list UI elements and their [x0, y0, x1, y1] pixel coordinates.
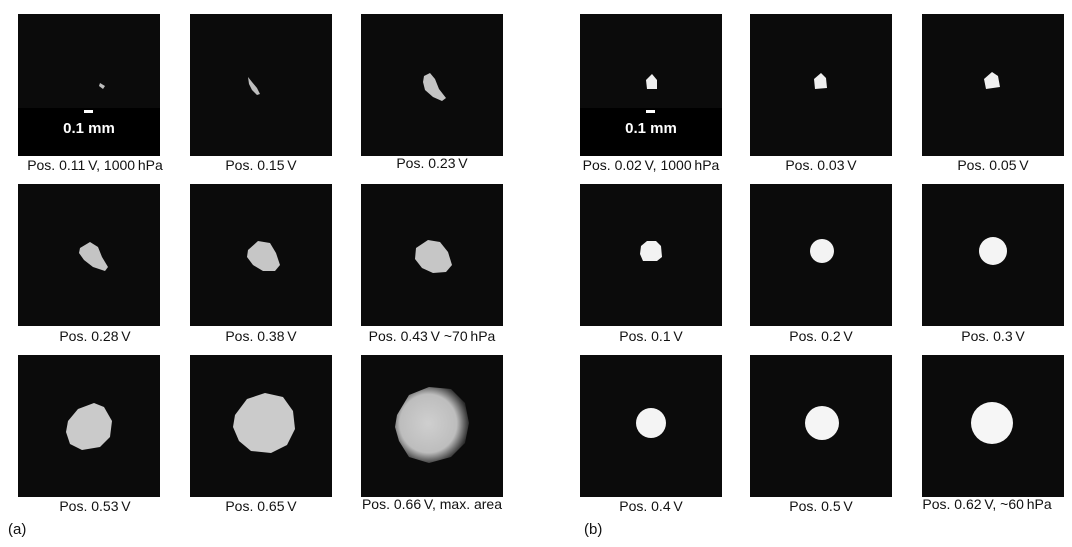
scale-bar-box: 0.1 mm	[580, 108, 722, 156]
image-tile	[18, 355, 160, 497]
image-tile	[750, 184, 892, 326]
tile-caption: Pos. 0.66 V, max. area	[361, 496, 503, 512]
scale-bar	[646, 110, 655, 113]
scale-bar	[84, 110, 93, 113]
image-tile	[750, 355, 892, 497]
tile-caption: Pos. 0.4 V	[619, 498, 683, 514]
image-tile	[580, 184, 722, 326]
image-tile	[580, 355, 722, 497]
tile-caption: Pos. 0.11 V, 1000 hPa	[27, 157, 163, 173]
light-spot	[395, 387, 469, 463]
tile-caption: Pos. 0.23 V	[396, 155, 468, 171]
panel-label: (b)	[584, 521, 603, 538]
tile-caption: Pos. 0.3 V	[961, 328, 1025, 344]
tile-caption: Pos. 0.62 V, ~60 hPa	[922, 496, 1052, 512]
tile-caption: Pos. 0.65 V	[225, 498, 297, 514]
image-tile	[750, 14, 892, 156]
tile-caption: Pos. 0.38 V	[225, 328, 297, 344]
light-spot	[248, 77, 260, 95]
image-tile	[922, 355, 1064, 497]
light-spot	[636, 408, 666, 438]
light-spot	[415, 240, 452, 273]
tile-caption: Pos. 0.2 V	[789, 328, 853, 344]
tile-caption: Pos. 0.15 V	[225, 157, 297, 173]
image-tile: 0.1 mm	[580, 14, 722, 156]
tile-caption: Pos. 0.5 V	[789, 498, 853, 514]
image-tile	[190, 184, 332, 326]
image-tile	[190, 355, 332, 497]
tile-caption: Pos. 0.05 V	[957, 157, 1029, 173]
panel-label: (a)	[8, 521, 27, 538]
light-spot	[805, 406, 839, 440]
tile-caption: Pos. 0.53 V	[59, 498, 131, 514]
light-spot	[79, 242, 108, 271]
image-tile: 0.1 mm	[18, 14, 160, 156]
tile-caption: Pos. 0.28 V	[59, 328, 131, 344]
image-tile	[361, 14, 503, 156]
light-spot	[984, 72, 1000, 89]
image-tile	[922, 14, 1064, 156]
image-tile	[361, 184, 503, 326]
scale-label: 0.1 mm	[625, 120, 677, 137]
light-spot	[640, 241, 662, 261]
light-spot	[979, 237, 1007, 265]
tile-caption: Pos. 0.03 V	[785, 157, 857, 173]
image-tile	[18, 184, 160, 326]
light-spot	[814, 73, 827, 89]
image-tile	[190, 14, 332, 156]
light-spot	[423, 73, 446, 101]
light-spot	[66, 403, 112, 450]
tile-caption: Pos. 0.43 V ~70 hPa	[368, 328, 496, 344]
tile-caption: Pos. 0.02 V, 1000 hPa	[582, 157, 720, 173]
light-spot	[247, 241, 280, 271]
light-spot	[233, 393, 295, 453]
image-tile	[922, 184, 1064, 326]
scale-bar-box: 0.1 mm	[18, 108, 160, 156]
scale-label: 0.1 mm	[63, 120, 115, 137]
light-spot	[971, 402, 1013, 444]
light-spot	[646, 74, 657, 89]
image-tile	[361, 355, 503, 497]
tile-caption: Pos. 0.1 V	[619, 328, 683, 344]
light-spot	[99, 83, 105, 89]
light-spot	[810, 239, 834, 263]
